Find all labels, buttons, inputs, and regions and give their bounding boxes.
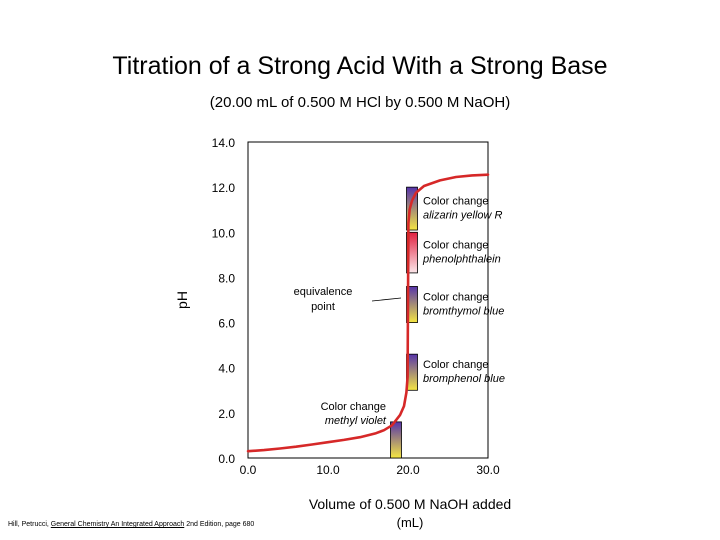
- y-tick-label: 10.0: [212, 226, 236, 240]
- y-tick-label: 2.0: [218, 407, 235, 421]
- y-tick-label: 4.0: [218, 362, 235, 376]
- indicator-label-line1: Color change: [423, 359, 488, 371]
- y-tick-label: 14.0: [212, 136, 236, 150]
- indicator-bar: [406, 286, 418, 323]
- indicator-bar: [406, 231, 418, 274]
- citation-authors: Hill, Petrucci,: [8, 521, 51, 528]
- chart-subtitle: (20.00 mL of 0.500 M HCl by 0.500 M NaOH…: [209, 94, 511, 111]
- indicator-label-name: bromphenol blue: [423, 373, 505, 385]
- indicator-label-line1: Color change: [423, 196, 488, 208]
- y-tick-label: 12.0: [212, 181, 236, 195]
- indicator-bar: [406, 186, 418, 231]
- citation-book: General Chemistry An Integrated Approach: [50, 521, 185, 528]
- equivalence-point-label-line2: point: [311, 301, 335, 313]
- equivalence-point-label: equivalence: [294, 286, 353, 298]
- indicator-label-line1: Color change: [423, 240, 488, 252]
- indicator-label-name: phenolphthalein: [422, 254, 501, 266]
- y-tick-label: 6.0: [218, 317, 235, 331]
- citation: Hill, Petrucci, General Chemistry An Int…: [8, 521, 254, 528]
- x-tick-label: 10.0: [316, 463, 340, 477]
- x-axis-unit-label: (mL): [396, 515, 424, 530]
- y-tick-label: 8.0: [218, 271, 235, 285]
- equivalence-point-leader: [371, 297, 402, 302]
- x-axis-label: Volume of 0.500 M NaOH added: [308, 496, 512, 512]
- titration-curve: [246, 173, 490, 453]
- chart-title: Titration of a Strong Acid With a Strong…: [112, 52, 608, 80]
- plot-frame: [247, 141, 489, 459]
- indicator-label-line1: Color change: [321, 401, 386, 413]
- indicator-label-line1: Color change: [423, 292, 488, 304]
- indicator-label-name: bromthymol blue: [423, 306, 504, 318]
- citation-rest: 2nd Edition, page 680: [184, 521, 255, 528]
- indicator-label-name: methyl violet: [325, 415, 387, 427]
- x-tick-label: 30.0: [476, 463, 500, 477]
- x-tick-label: 0.0: [240, 463, 257, 477]
- x-tick-label: 20.0: [396, 463, 420, 477]
- indicator-bar: [390, 421, 402, 459]
- y-tick-label: 0.0: [218, 452, 235, 466]
- indicator-label-name: alizarin yellow R: [423, 210, 503, 222]
